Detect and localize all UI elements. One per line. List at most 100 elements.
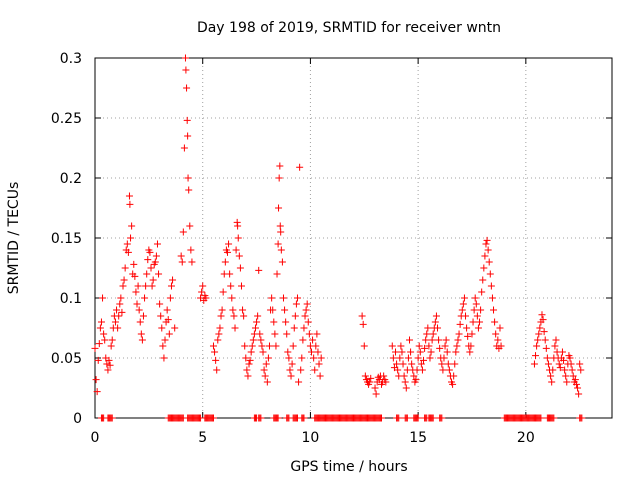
data-point	[91, 344, 99, 352]
x-tick-label: 5	[198, 430, 207, 446]
data-point	[450, 372, 458, 380]
data-point	[171, 324, 179, 332]
data-point	[414, 414, 422, 422]
data-point	[180, 144, 188, 152]
data-point	[125, 192, 133, 200]
data-point	[299, 336, 307, 344]
data-point	[141, 294, 149, 302]
data-point	[243, 366, 251, 374]
data-point	[278, 258, 286, 266]
data-point	[146, 248, 154, 256]
data-point	[481, 252, 489, 260]
data-point	[371, 384, 379, 392]
data-point	[295, 378, 303, 386]
data-point	[144, 256, 152, 264]
data-point	[123, 240, 131, 248]
data-point	[315, 360, 323, 368]
data-point	[115, 312, 123, 320]
data-point	[382, 378, 390, 386]
data-point	[398, 348, 406, 356]
data-point	[139, 312, 147, 320]
data-point	[165, 330, 173, 338]
data-point	[425, 342, 433, 350]
data-point	[136, 318, 144, 326]
data-point	[159, 342, 167, 350]
data-point	[416, 348, 424, 356]
data-point	[177, 252, 185, 260]
data-point	[415, 342, 423, 350]
data-point	[256, 330, 264, 338]
data-point	[310, 354, 318, 362]
data-point	[277, 246, 285, 254]
data-point	[478, 288, 486, 296]
data-point	[569, 372, 577, 380]
data-point	[241, 342, 249, 350]
data-point	[567, 360, 575, 368]
data-point	[227, 282, 235, 290]
data-point	[277, 228, 285, 236]
data-point	[436, 344, 444, 352]
data-point	[372, 390, 380, 398]
data-point	[167, 282, 175, 290]
data-point	[463, 324, 471, 332]
data-point	[314, 348, 322, 356]
data-point	[95, 340, 103, 348]
data-point	[99, 294, 107, 302]
data-point	[156, 300, 164, 308]
data-point	[298, 354, 306, 362]
data-point	[166, 294, 174, 302]
data-point	[261, 372, 269, 380]
data-point	[184, 132, 192, 140]
data-point	[292, 300, 300, 308]
data-point	[137, 330, 145, 338]
data-point	[459, 300, 467, 308]
data-point	[429, 414, 437, 422]
data-point	[442, 336, 450, 344]
data-point	[213, 366, 221, 374]
data-point	[482, 240, 490, 248]
data-point	[169, 276, 177, 284]
data-point	[488, 294, 496, 302]
data-point	[418, 366, 426, 374]
data-point	[272, 342, 280, 350]
data-point	[558, 348, 566, 356]
data-point	[240, 312, 248, 320]
data-point	[118, 308, 126, 316]
data-point	[130, 260, 138, 268]
data-point	[124, 248, 132, 256]
data-point	[440, 354, 448, 362]
data-point	[106, 361, 114, 369]
data-point	[97, 318, 105, 326]
data-point	[296, 163, 304, 171]
data-point	[246, 356, 254, 364]
data-point	[439, 366, 447, 374]
data-point	[225, 240, 233, 248]
data-point	[128, 222, 136, 230]
data-point	[408, 360, 416, 368]
data-point	[438, 360, 446, 368]
data-point	[547, 372, 555, 380]
data-point	[214, 336, 222, 344]
data-point	[183, 116, 191, 124]
data-point	[541, 336, 549, 344]
data-point	[178, 258, 186, 266]
data-point	[378, 414, 386, 422]
data-point	[470, 306, 478, 314]
data-point	[406, 336, 414, 344]
data-point	[286, 366, 294, 374]
data-point	[552, 336, 560, 344]
data-point	[399, 360, 407, 368]
data-point	[185, 186, 193, 194]
data-point	[540, 328, 548, 336]
data-point	[131, 272, 139, 280]
data-point	[456, 320, 464, 328]
data-point	[304, 318, 312, 326]
data-point	[117, 294, 125, 302]
data-point	[555, 360, 563, 368]
data-point	[158, 324, 166, 332]
data-point	[230, 312, 238, 320]
data-point	[228, 294, 236, 302]
data-point	[578, 414, 586, 422]
data-point	[235, 252, 243, 260]
